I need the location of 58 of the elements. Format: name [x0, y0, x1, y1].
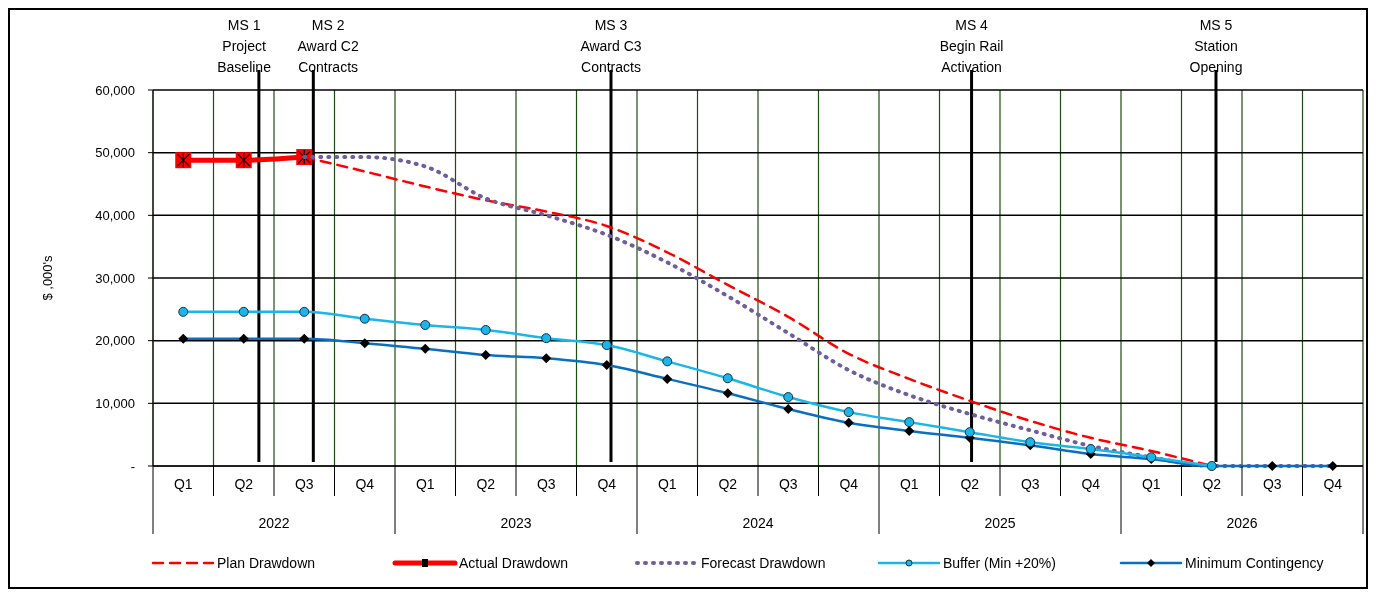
x-tick-label: Q1: [899, 476, 919, 492]
x-tick-label: Q1: [1141, 476, 1161, 492]
x-tick-label: Q1: [173, 476, 193, 492]
y-tick-label: 10,000: [95, 395, 135, 411]
point: [662, 356, 673, 367]
text: MS 2 Award C2 Contracts: [297, 17, 359, 75]
point: [238, 306, 249, 317]
text: MS 3 Award C3 Contracts: [580, 17, 642, 75]
text: 2023: [500, 515, 532, 531]
point: [541, 333, 552, 344]
point: [178, 306, 189, 317]
x-tick-label: Q3: [1020, 476, 1040, 492]
x-tick-label: Q4: [1081, 476, 1101, 492]
point: [359, 313, 370, 324]
x-tick-label: Q3: [294, 476, 314, 492]
point: [904, 417, 915, 428]
text: MS 1 Project Baseline: [217, 17, 272, 75]
text: 2025: [984, 515, 1016, 531]
x-tick-label: Q2: [234, 476, 254, 492]
x-tick-label: Q2: [1202, 476, 1222, 492]
point: [1085, 444, 1096, 455]
y-tick-label: 20,000: [95, 333, 135, 349]
y-axis-title: $ ,000's: [40, 254, 55, 301]
text: 2026: [1226, 515, 1258, 531]
text: MS 4 Begin Rail Activation: [939, 17, 1004, 75]
legend-label: Buffer (Min +20%): [943, 554, 1056, 571]
legend-label: Minimum Contingency: [1185, 554, 1324, 571]
point: [420, 320, 431, 330]
point: [601, 340, 612, 351]
x-tick-label: Q4: [355, 476, 375, 492]
legend-label: Forecast Drawdown: [701, 554, 826, 571]
point: [722, 373, 733, 384]
y-tick-label: 30,000: [95, 270, 135, 286]
point: [299, 306, 310, 317]
legend-label: Plan Drawdown: [217, 554, 316, 571]
x-tick-label: Q2: [476, 476, 496, 492]
x-tick-label: Q3: [778, 476, 798, 492]
x-tick-label: Q2: [960, 476, 980, 492]
x-tick-label: Q1: [415, 476, 435, 492]
x-tick-label: Q4: [597, 476, 617, 492]
x-tick-label: Q4: [839, 476, 859, 492]
x-tick-label: Q1: [657, 476, 677, 492]
text: 2022: [258, 515, 290, 531]
point: [843, 407, 854, 418]
text: 2024: [742, 515, 774, 531]
x-tick-label: Q4: [1323, 476, 1343, 492]
point: [783, 392, 794, 403]
point: [480, 325, 491, 336]
legend-label: Actual Drawdown: [459, 554, 568, 571]
y-tick-label: 60,000: [95, 82, 135, 98]
y-tick-label: 40,000: [95, 207, 135, 223]
x-tick-label: Q3: [1262, 476, 1282, 492]
x-tick-label: Q2: [718, 476, 738, 492]
text: MS 5 Station Opening: [1189, 17, 1243, 75]
y-tick-label: 50,000: [95, 145, 135, 161]
point: [964, 427, 975, 438]
x-tick-label: Q3: [536, 476, 556, 492]
y-tick-label: -: [130, 458, 135, 474]
